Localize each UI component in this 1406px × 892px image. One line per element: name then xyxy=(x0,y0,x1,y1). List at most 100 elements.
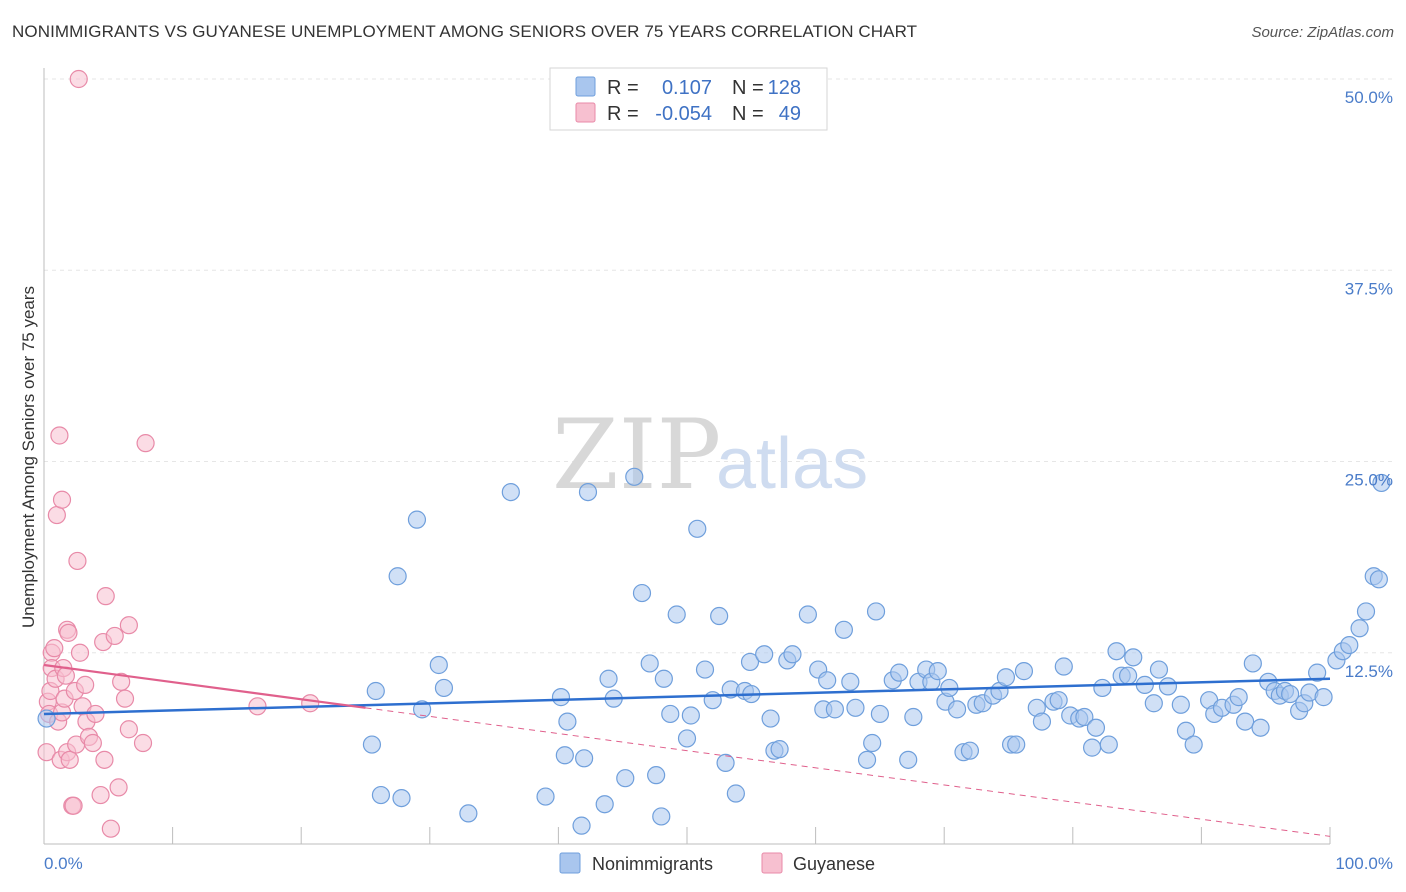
nonimmigrants-point xyxy=(654,669,673,688)
guyanese-trend-line-solid xyxy=(43,663,366,709)
nonimmigrants-point xyxy=(1369,570,1388,589)
nonimmigrants-point xyxy=(575,749,594,768)
x-tick-label-max: 100.0% xyxy=(1335,854,1393,873)
nonimmigrants-point xyxy=(551,688,571,707)
nonimmigrants-point xyxy=(632,583,652,603)
nonimmigrants-point xyxy=(755,645,774,664)
guyanese-point xyxy=(119,720,138,739)
nonimmigrants-point xyxy=(798,605,817,624)
nonimmigrants-point xyxy=(536,787,555,806)
bottom-legend-label-guyanese: Guyanese xyxy=(793,854,875,874)
trend-lines xyxy=(43,663,1331,837)
bottom-legend-swatch-nonimmigrants xyxy=(559,852,581,874)
nonimmigrants-point xyxy=(890,663,909,682)
y-tick-label: 50.0% xyxy=(1345,88,1393,107)
legend-n-label-blue: N = xyxy=(732,77,764,99)
nonimmigrants-point xyxy=(640,654,659,673)
nonimmigrants-point xyxy=(371,785,391,805)
nonimmigrants-point xyxy=(677,729,697,748)
guyanese-point xyxy=(50,426,69,445)
nonimmigrants-point xyxy=(1356,602,1376,621)
nonimmigrants-point xyxy=(595,795,614,814)
chart-title: NONIMMIGRANTS VS GUYANESE UNEMPLOYMENT A… xyxy=(12,22,918,41)
guyanese-point xyxy=(301,694,320,713)
nonimmigrants-point xyxy=(841,672,860,691)
nonimmigrants-point xyxy=(1086,718,1106,737)
nonimmigrants-point xyxy=(366,681,385,701)
guyanese-point xyxy=(68,551,87,571)
guyanese-point xyxy=(101,819,120,838)
y-tick-label: 37.5% xyxy=(1345,279,1393,298)
top-legend-box xyxy=(549,67,828,131)
nonimmigrants-point xyxy=(726,784,745,803)
y-tick-labels: 12.5% 25.0% 37.5% 50.0% xyxy=(1345,88,1393,681)
top-legend: R = 0.107 N = 128 R = -0.054 N = 49 xyxy=(549,67,828,131)
nonimmigrants-point xyxy=(1243,654,1262,673)
nonimmigrants-point xyxy=(407,510,427,529)
guyanese-point xyxy=(64,796,83,815)
nonimmigrants-point xyxy=(870,704,890,724)
nonimmigrants-point xyxy=(661,704,680,724)
nonimmigrants-point xyxy=(647,766,666,785)
nonimmigrants-point xyxy=(1184,735,1203,754)
nonimmigrants-point xyxy=(1049,691,1068,710)
nonimmigrants-point xyxy=(1032,712,1052,731)
nonimmigrants-point xyxy=(1144,694,1163,713)
guyanese-point xyxy=(45,639,64,658)
nonimmigrants-point xyxy=(555,746,574,765)
nonimmigrants-point xyxy=(1118,666,1138,685)
nonimmigrants-point xyxy=(599,669,618,688)
nonimmigrants-point xyxy=(1176,721,1196,740)
bottom-legend-swatch-guyanese xyxy=(761,852,783,874)
guyanese-point xyxy=(109,778,128,797)
legend-r-value-blue: 0.107 xyxy=(662,77,712,99)
legend-n-value-pink: 49 xyxy=(779,103,801,125)
nonimmigrants-points xyxy=(37,467,1391,835)
guyanese-point xyxy=(37,743,56,762)
nonimmigrants-point xyxy=(770,740,789,759)
bottom-legend-label-nonimmigrants: Nonimmigrants xyxy=(592,854,713,874)
legend-r-value-pink: -0.054 xyxy=(655,103,712,125)
guyanese-point xyxy=(112,672,131,691)
nonimmigrants-trend-line xyxy=(43,677,1331,716)
y-tick-label: 25.0% xyxy=(1345,471,1393,490)
nonimmigrants-point xyxy=(1149,660,1169,679)
nonimmigrants-point xyxy=(1308,663,1327,682)
nonimmigrants-point xyxy=(899,750,918,769)
nonimmigrants-point xyxy=(703,691,722,710)
guyanese-point xyxy=(69,69,88,89)
guyanese-point xyxy=(52,490,72,509)
guyanese-point xyxy=(136,434,155,453)
nonimmigrants-point xyxy=(1251,718,1270,737)
nonimmigrants-point xyxy=(434,678,454,698)
nonimmigrants-point xyxy=(857,750,877,769)
nonimmigrants-point xyxy=(695,660,715,679)
nonimmigrants-point xyxy=(1124,648,1143,667)
guyanese-point xyxy=(95,750,114,769)
nonimmigrants-point xyxy=(412,700,432,719)
guyanese-point xyxy=(59,623,78,642)
guyanese-point xyxy=(105,626,124,646)
legend-swatch-blue xyxy=(575,76,596,97)
guyanese-point xyxy=(133,733,153,753)
legend-r-label-pink: R = xyxy=(607,103,639,125)
nonimmigrants-point xyxy=(783,645,802,664)
watermark: ZIP atlas xyxy=(552,399,868,511)
nonimmigrants-point xyxy=(710,606,729,626)
guyanese-point xyxy=(76,675,95,694)
legend-swatch-pink xyxy=(575,102,596,123)
chart-source: Source: ZipAtlas.com xyxy=(1251,24,1394,41)
nonimmigrants-point xyxy=(846,698,865,717)
guyanese-point xyxy=(70,643,90,662)
bottom-legend: Nonimmigrants Guyanese xyxy=(559,852,875,874)
nonimmigrants-point xyxy=(996,668,1016,687)
nonimmigrants-point xyxy=(1054,657,1073,676)
nonimmigrants-point xyxy=(1099,735,1118,754)
legend-r-label-blue: R = xyxy=(607,77,639,99)
guyanese-trend-line-dashed xyxy=(365,707,1331,837)
nonimmigrants-point xyxy=(825,700,844,719)
nonimmigrants-point xyxy=(1158,677,1178,696)
nonimmigrants-point xyxy=(1082,738,1102,757)
grid-lines xyxy=(44,78,1395,654)
